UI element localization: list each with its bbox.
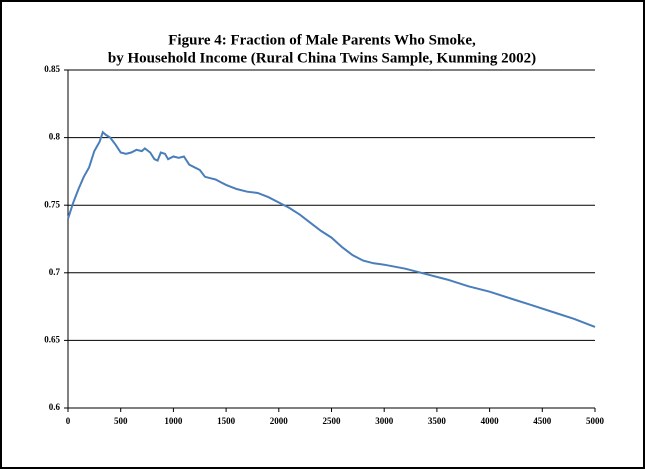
- y-tick-label: 0.7: [49, 267, 61, 277]
- x-tick-label: 0: [66, 416, 71, 426]
- x-tick-label: 3000: [375, 416, 394, 426]
- x-tick-label: 2500: [323, 416, 342, 426]
- y-tick-label: 0.8: [49, 132, 61, 142]
- x-tick-label: 1000: [164, 416, 183, 426]
- chart-title: by Household Income (Rural China Twins S…: [108, 50, 536, 66]
- x-tick-label: 2000: [270, 416, 289, 426]
- line: [67, 130, 596, 328]
- x-tick-label: 500: [114, 416, 128, 426]
- chart-title: Figure 4: Fraction of Male Parents Who S…: [168, 32, 476, 48]
- y-tick-label: 0.85: [44, 64, 60, 74]
- x-tick-label: 5000: [586, 416, 605, 426]
- x-tick-label: 1500: [217, 416, 236, 426]
- y-tick-label: 0.65: [44, 334, 60, 344]
- x-tick-label: 4500: [533, 416, 552, 426]
- y-tick-label: 0.6: [49, 402, 61, 412]
- x-tick-label: 4000: [481, 416, 500, 426]
- y-tick-label: 0.75: [44, 199, 60, 209]
- x-tick-label: 3500: [428, 416, 447, 426]
